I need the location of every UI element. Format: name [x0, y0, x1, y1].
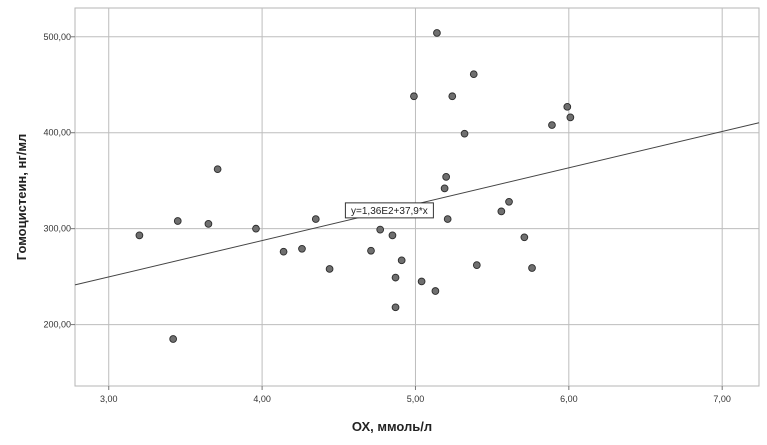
- data-point: [213, 165, 222, 174]
- x-tick-label: 6,00: [560, 394, 578, 404]
- data-point: [448, 92, 457, 101]
- data-point: [469, 70, 478, 79]
- regression-equation: y=1,36E2+37,9*x: [351, 206, 428, 217]
- equation-box: [344, 202, 434, 219]
- data-point: [433, 29, 441, 37]
- data-point: [548, 121, 556, 129]
- data-point: [417, 277, 426, 286]
- x-tick-label: 5,00: [407, 394, 425, 404]
- y-tick-label: 300,00: [43, 224, 71, 234]
- y-axis-ticks: 200,00 300,00 400,00 500,00: [43, 32, 75, 330]
- data-point: [311, 215, 320, 223]
- data-point: [520, 233, 529, 242]
- data-point: [443, 215, 452, 223]
- data-point: [460, 129, 469, 138]
- data-point: [440, 184, 449, 193]
- y-tick-label: 400,00: [43, 128, 71, 138]
- data-point: [298, 244, 306, 253]
- y-axis-title: Гомоцистеин, нг/мл: [14, 134, 29, 261]
- data-point: [388, 231, 397, 240]
- data-point: [204, 220, 213, 228]
- data-point: [135, 231, 144, 240]
- data-point: [566, 113, 575, 122]
- data-point: [279, 247, 288, 256]
- y-tick-label: 200,00: [43, 320, 71, 330]
- data-point: [431, 287, 440, 295]
- x-tick-label: 7,00: [713, 394, 731, 404]
- data-point: [472, 261, 481, 269]
- data-point: [173, 217, 182, 225]
- data-point: [505, 197, 513, 206]
- plot-area: [74, 7, 760, 387]
- data-point: [252, 224, 260, 233]
- data-point: [397, 256, 406, 265]
- data-point: [325, 265, 334, 273]
- x-tick-label: 3,00: [100, 394, 118, 404]
- x-axis-title: ОХ, ммоль/л: [352, 419, 432, 434]
- data-point: [497, 207, 506, 216]
- data-point: [169, 335, 178, 343]
- data-points: [135, 29, 575, 343]
- data-point: [563, 102, 572, 111]
- data-point: [528, 264, 536, 272]
- data-point: [367, 246, 375, 255]
- x-tick-label: 4,00: [253, 394, 271, 404]
- data-point: [442, 173, 450, 181]
- grid-lines: [75, 8, 759, 386]
- data-point: [391, 303, 400, 312]
- y-tick-label: 500,00: [43, 32, 71, 42]
- data-point: [376, 225, 385, 234]
- x-axis-ticks: 3,00 4,00 5,00 6,00 7,00: [100, 386, 731, 404]
- data-point: [410, 92, 418, 101]
- data-point: [391, 273, 400, 282]
